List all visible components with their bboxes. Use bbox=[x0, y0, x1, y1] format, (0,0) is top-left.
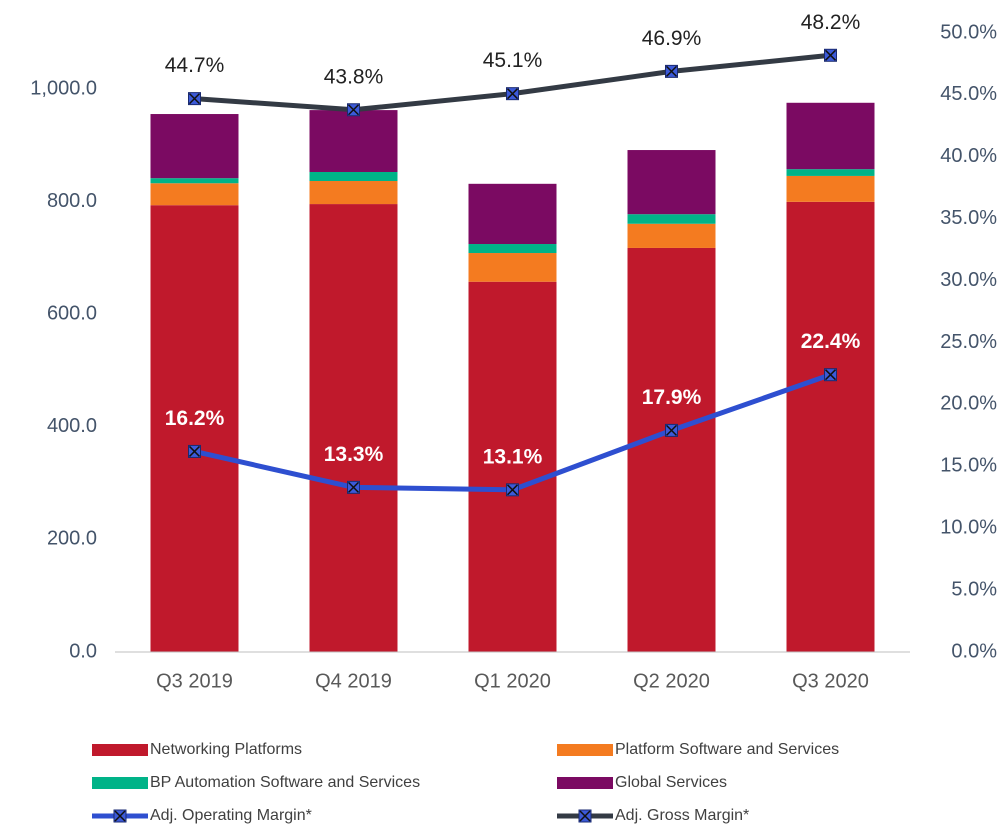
data-label: 43.8% bbox=[324, 65, 384, 88]
bar-segment bbox=[627, 223, 716, 248]
point bbox=[665, 64, 678, 78]
legend-swatch bbox=[92, 744, 148, 756]
bar-segment bbox=[468, 281, 557, 652]
data-label: 48.2% bbox=[801, 11, 861, 34]
point bbox=[506, 483, 519, 497]
legend-label: Platform Software and Services bbox=[615, 741, 839, 758]
bar-segment bbox=[627, 214, 716, 224]
y-tick-label: 200.0 bbox=[47, 528, 97, 550]
bar-segment bbox=[627, 150, 716, 215]
bar-segment bbox=[150, 178, 239, 184]
y2-tick-label: 20.0% bbox=[940, 393, 997, 415]
x-tick-label: Q2 2020 bbox=[633, 670, 710, 692]
bar-segment bbox=[150, 114, 239, 179]
bar-segment bbox=[309, 171, 398, 181]
bar-segment bbox=[786, 169, 875, 176]
bar-segment bbox=[309, 204, 398, 652]
y2-tick-label: 5.0% bbox=[951, 578, 997, 600]
bar-segment bbox=[150, 205, 239, 652]
point bbox=[347, 103, 360, 117]
point bbox=[506, 87, 519, 101]
bar-segment bbox=[468, 253, 557, 282]
y-tick-label: 800.0 bbox=[47, 190, 97, 212]
bar-segment bbox=[468, 183, 557, 245]
y-tick-label: 600.0 bbox=[47, 303, 97, 325]
bar-segment bbox=[309, 180, 398, 205]
y2-tick-label: 25.0% bbox=[940, 331, 997, 353]
bar-segment bbox=[627, 247, 716, 652]
y2-tick-label: 50.0% bbox=[940, 21, 997, 43]
data-label: 44.7% bbox=[165, 54, 225, 77]
point bbox=[665, 423, 678, 437]
x-tick-label: Q3 2020 bbox=[792, 670, 869, 692]
y2-tick-label: 45.0% bbox=[940, 83, 997, 105]
point bbox=[188, 444, 201, 458]
data-label: 13.1% bbox=[483, 445, 543, 468]
y-tick-label: 400.0 bbox=[47, 415, 97, 437]
legend-marker bbox=[578, 809, 592, 823]
y2-tick-label: 15.0% bbox=[940, 455, 997, 477]
point bbox=[188, 92, 201, 106]
y2-tick-label: 35.0% bbox=[940, 207, 997, 229]
y-tick-label: 1,000.0 bbox=[30, 78, 97, 100]
x-tick-label: Q1 2020 bbox=[474, 670, 551, 692]
legend-label: BP Automation Software and Services bbox=[150, 774, 420, 791]
y2-tick-label: 0.0% bbox=[951, 640, 997, 662]
bar-segment bbox=[150, 183, 239, 206]
y2-tick-label: 10.0% bbox=[940, 516, 997, 538]
bar-segment bbox=[786, 175, 875, 202]
data-label: 16.2% bbox=[165, 407, 225, 430]
point bbox=[824, 48, 837, 62]
bar-segment bbox=[468, 244, 557, 254]
legend-swatch bbox=[92, 777, 148, 789]
point bbox=[347, 480, 360, 494]
bar-segment bbox=[786, 201, 875, 652]
x-tick-label: Q3 2019 bbox=[156, 670, 233, 692]
legend-label: Adj. Gross Margin* bbox=[615, 807, 749, 824]
y-tick-label: 0.0 bbox=[69, 640, 97, 662]
y2-tick-label: 40.0% bbox=[940, 145, 997, 167]
data-label: 22.4% bbox=[801, 330, 861, 353]
y2-tick-label: 30.0% bbox=[940, 269, 997, 291]
legend-swatch bbox=[557, 777, 613, 789]
legend-swatch bbox=[557, 744, 613, 756]
point bbox=[824, 368, 837, 382]
data-label: 17.9% bbox=[642, 386, 702, 409]
legend-label: Networking Platforms bbox=[150, 741, 302, 758]
legend-label: Adj. Operating Margin* bbox=[150, 807, 312, 824]
legend-marker bbox=[113, 809, 127, 823]
data-label: 45.1% bbox=[483, 49, 543, 72]
data-label: 46.9% bbox=[642, 27, 702, 50]
x-tick-label: Q4 2019 bbox=[315, 670, 392, 692]
bar-segment bbox=[309, 110, 398, 172]
data-label: 13.3% bbox=[324, 443, 384, 466]
legend-label: Global Services bbox=[615, 774, 727, 791]
bar-segment bbox=[786, 102, 875, 170]
